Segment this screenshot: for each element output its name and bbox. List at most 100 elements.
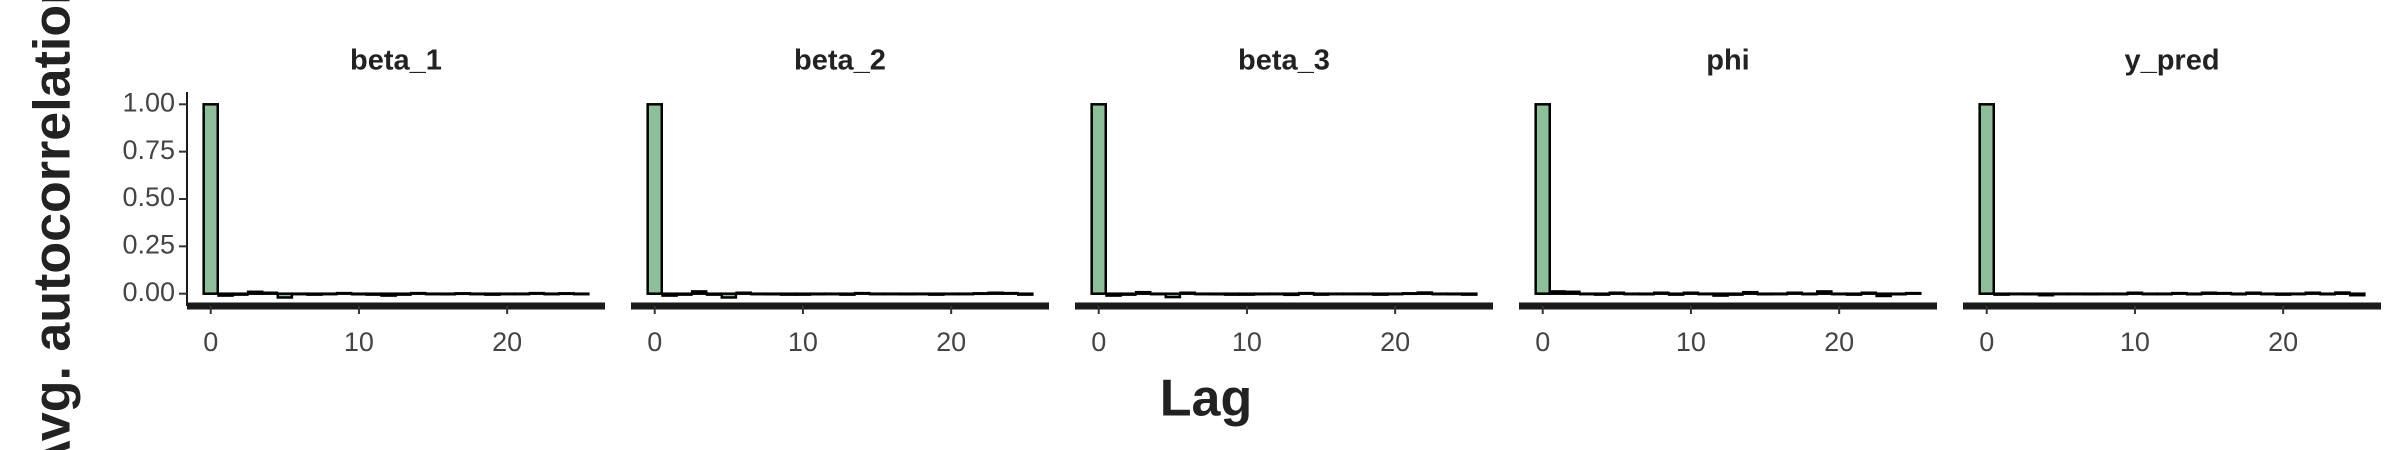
bar — [528, 291, 546, 295]
x-tick-label: 20 — [1380, 327, 1410, 357]
bar — [424, 292, 442, 296]
bar — [839, 292, 856, 296]
bar — [380, 292, 397, 297]
bar — [498, 292, 516, 296]
bar — [1372, 292, 1389, 296]
bar — [1149, 292, 1167, 296]
bar — [1860, 291, 1878, 295]
bar — [1578, 292, 1596, 296]
bar — [1342, 292, 1359, 296]
bar — [1830, 292, 1848, 296]
bar — [2185, 292, 2203, 296]
bar — [2245, 291, 2262, 295]
bar — [646, 103, 664, 295]
bar — [1697, 292, 1715, 296]
x-tick-label: 10 — [1676, 327, 1706, 357]
x-tick-label: 10 — [1232, 327, 1262, 357]
bar — [1623, 292, 1640, 296]
bar — [928, 292, 945, 296]
bar — [2111, 292, 2129, 296]
x-tick-label: 10 — [788, 327, 818, 357]
bar — [1016, 292, 1034, 296]
panel-title: phi — [1706, 45, 1750, 77]
x-tick-label: 10 — [2120, 327, 2150, 357]
bar — [1816, 290, 1833, 295]
bar — [1667, 292, 1685, 296]
bar — [439, 292, 457, 296]
bar — [1268, 292, 1285, 296]
bar — [1179, 291, 1196, 295]
bar — [1875, 292, 1892, 298]
bar — [1238, 292, 1256, 296]
bar — [1416, 291, 1434, 295]
bar — [2156, 292, 2173, 296]
bar — [972, 292, 990, 296]
panel-title: y_pred — [2124, 45, 2219, 77]
bar — [2319, 292, 2336, 296]
bar — [1993, 292, 2010, 296]
bar — [1756, 292, 1774, 296]
bar — [868, 292, 886, 296]
bar — [942, 292, 960, 296]
bar — [1297, 291, 1315, 295]
bar — [1223, 292, 1241, 296]
bar — [1283, 292, 1300, 297]
bar — [750, 292, 767, 296]
bar — [2348, 292, 2366, 297]
bar — [735, 291, 752, 295]
bar — [883, 292, 901, 296]
bar — [1002, 291, 1019, 295]
y-tick-label: 1.00 — [122, 87, 175, 117]
bar — [321, 292, 338, 296]
bar — [2008, 292, 2025, 296]
bar — [1978, 103, 1996, 295]
y-tick-label: 0.75 — [122, 135, 175, 165]
bar — [1386, 292, 1404, 296]
bar — [1401, 292, 1419, 296]
bar — [1253, 292, 1271, 296]
bar — [1727, 292, 1744, 296]
bar — [543, 292, 560, 296]
bar — [1446, 292, 1463, 296]
bar — [1638, 292, 1655, 296]
bar — [306, 292, 323, 296]
bar — [246, 290, 264, 295]
x-tick-label: 20 — [2268, 327, 2298, 357]
panel-title: beta_3 — [1238, 45, 1330, 77]
bar — [217, 292, 234, 297]
bar — [824, 292, 841, 296]
y-axis-label: Avg. autocorrelation — [24, 0, 82, 450]
bar — [202, 103, 220, 295]
bar — [1564, 290, 1581, 295]
x-tick-label: 0 — [1535, 327, 1550, 357]
bar — [395, 292, 412, 296]
bar — [1549, 290, 1566, 295]
bar — [1460, 292, 1478, 296]
bar — [1164, 292, 1182, 299]
bar — [2274, 292, 2292, 296]
bar — [291, 292, 308, 296]
bar — [690, 290, 708, 295]
x-tick-label: 0 — [1091, 327, 1106, 357]
bar — [2304, 291, 2322, 295]
bar — [2215, 291, 2233, 295]
bar — [2097, 292, 2114, 296]
bar — [1741, 290, 1759, 295]
bar — [484, 292, 501, 296]
bar — [2141, 292, 2159, 296]
bar — [558, 292, 575, 296]
bar — [1653, 291, 1670, 295]
y-tick-label: 0.00 — [122, 277, 175, 307]
bar — [2082, 292, 2099, 296]
bar — [1904, 291, 1922, 295]
bar — [513, 292, 531, 296]
panel-title: beta_2 — [794, 45, 886, 77]
bar — [1209, 292, 1226, 296]
bar — [2260, 292, 2277, 296]
x-tick-label: 20 — [936, 327, 966, 357]
bar — [1771, 292, 1789, 296]
x-tick-label: 0 — [203, 327, 218, 357]
bar — [1120, 292, 1137, 296]
bar — [1845, 292, 1863, 296]
x-tick-label: 10 — [344, 327, 374, 357]
